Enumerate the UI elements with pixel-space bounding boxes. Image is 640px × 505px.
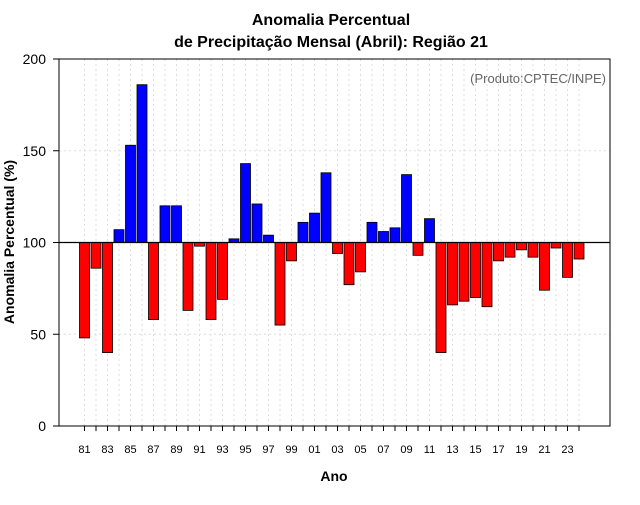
bar-10 [412, 242, 424, 256]
x-axis: 81 83 85 87 89 91 93 95 97 99 01 03 05 07 09 11 13 15 17 19… [78, 426, 580, 456]
bar-81 [79, 242, 90, 339]
bar-23 [562, 242, 573, 278]
bar-00 [297, 221, 309, 243]
bar-13 [447, 242, 458, 306]
bar-97 [263, 234, 274, 243]
x-tick-label: 15 [469, 444, 481, 456]
x-tick-label: 13 [446, 444, 458, 456]
bar-11 [424, 218, 435, 243]
grid-lines [59, 58, 610, 427]
bar-17 [493, 242, 504, 262]
bar-01 [309, 212, 320, 243]
x-tick-label: 87 [147, 444, 159, 456]
x-tick-label: 23 [561, 444, 573, 456]
bar-98 [274, 242, 286, 326]
bars [79, 84, 585, 353]
x-tick-label: 95 [239, 444, 251, 456]
y-axis-label: Anomalia Percentual (%) [1, 160, 17, 324]
chart-title-line2: de Precipitação Mensal (Abril): Região 2… [174, 34, 488, 51]
y-tick-label: 150 [23, 143, 47, 159]
bar-92 [205, 242, 217, 320]
bar-15 [470, 242, 481, 298]
y-tick-label: 100 [23, 235, 47, 251]
y-tick-label: 50 [30, 326, 46, 342]
y-tick-label: 0 [38, 418, 46, 434]
bar-82 [90, 242, 102, 269]
bar-07 [378, 231, 389, 243]
bar-22 [550, 242, 562, 249]
bar-06 [366, 221, 378, 243]
bar-18 [504, 242, 516, 258]
y-tick-label: 200 [23, 51, 47, 67]
x-tick-label: 89 [170, 444, 182, 456]
credit-text: (Produto:CPTEC/INPE) [470, 71, 606, 86]
bar-04 [343, 242, 355, 286]
bar-20 [527, 242, 539, 258]
x-tick-label: 09 [400, 444, 412, 456]
bar-16 [481, 242, 493, 308]
bar-09 [401, 174, 412, 243]
y-axis: 0 50 100 150 200 [23, 51, 59, 434]
x-tick-label: 03 [331, 444, 343, 456]
bar-12 [435, 242, 447, 353]
bar-86 [136, 84, 148, 243]
x-tick-label: 97 [262, 444, 274, 456]
x-axis-label: Ano [320, 468, 347, 484]
x-tick-label: 85 [124, 444, 136, 456]
x-tick-label: 81 [78, 444, 90, 456]
x-tick-label: 21 [538, 444, 550, 456]
bar-90 [182, 242, 194, 311]
bar-96 [251, 203, 263, 243]
chart-title-line1: Anomalia Percentual [252, 12, 410, 29]
x-tick-label: 01 [308, 444, 320, 456]
bar-84 [113, 229, 125, 243]
x-tick-label: 07 [377, 444, 389, 456]
bar-83 [102, 242, 113, 353]
bar-89 [171, 205, 182, 243]
bar-88 [159, 205, 171, 243]
bar-19 [516, 242, 527, 251]
bar-99 [286, 242, 297, 262]
x-tick-label: 83 [101, 444, 113, 456]
x-tick-label: 19 [515, 444, 527, 456]
x-tick-label: 05 [354, 444, 366, 456]
x-tick-label: 91 [193, 444, 205, 456]
bar-05 [355, 242, 366, 273]
x-tick-label: 17 [492, 444, 504, 456]
x-tick-label: 93 [216, 444, 228, 456]
bar-95 [240, 163, 251, 243]
bar-24 [573, 242, 585, 260]
x-tick-label: 11 [424, 444, 435, 456]
bar-85 [125, 144, 136, 243]
bar-03 [332, 242, 343, 254]
bar-87 [148, 242, 159, 320]
bar-93 [217, 242, 228, 300]
x-tick-label: 99 [285, 444, 297, 456]
bar-08 [389, 227, 401, 243]
bar-02 [320, 172, 332, 243]
bar-21 [539, 242, 550, 291]
bar-14 [458, 242, 470, 302]
